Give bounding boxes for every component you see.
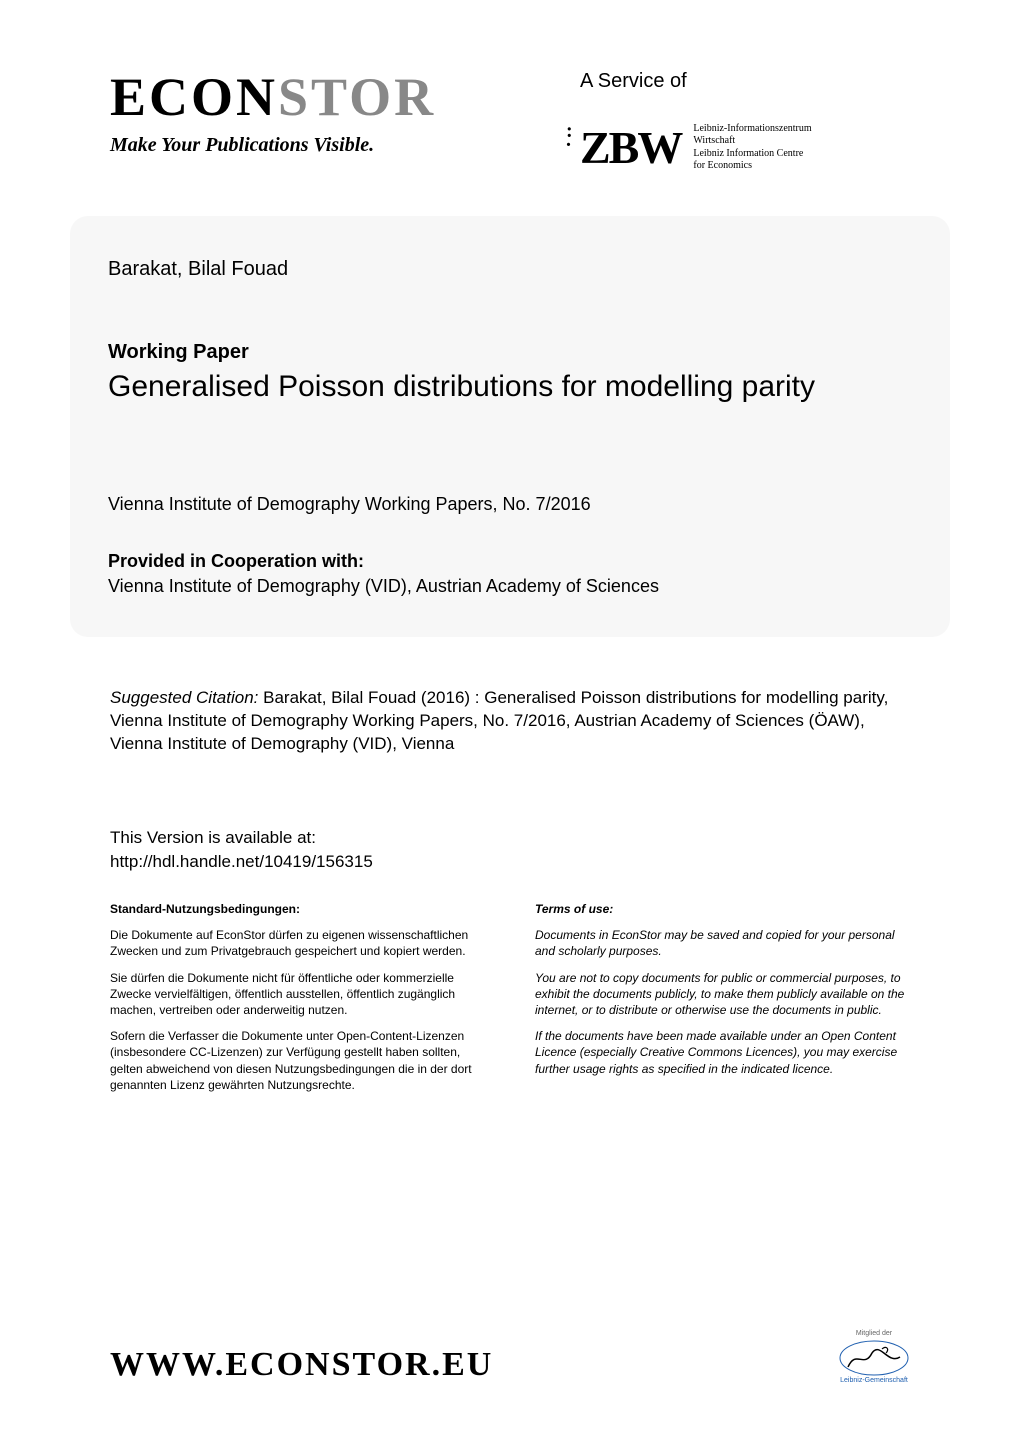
terms-en-p1: Documents in EconStor may be saved and c…: [535, 927, 910, 959]
terms-en-p2: You are not to copy documents for public…: [535, 970, 910, 1019]
terms-de-p1: Die Dokumente auf EconStor dürfen zu eig…: [110, 927, 485, 959]
terms-en-heading: Terms of use:: [535, 901, 910, 917]
terms-en-p3: If the documents have been made availabl…: [535, 1028, 910, 1077]
zbw-logo: :. ZBW: [580, 121, 681, 174]
cooperation-org: Vienna Institute of Demography (VID), Au…: [108, 576, 912, 597]
footer-url[interactable]: WWW.ECONSTOR.EU: [110, 1346, 493, 1384]
terms-en-col: Terms of use: Documents in EconStor may …: [535, 901, 910, 1103]
leibniz-badge: Mitglied der Leibniz-Gemeinschaft: [838, 1330, 910, 1384]
version-label: This Version is available at:: [110, 826, 910, 851]
zbw-mark-text: ZBW: [580, 122, 681, 173]
document-type: Working Paper: [108, 341, 912, 364]
terms-row: Standard-Nutzungsbedingungen: Die Dokume…: [110, 901, 910, 1103]
zbw-sub-3: Leibniz Information Centre: [693, 148, 811, 161]
terms-de-p2: Sie dürfen die Dokumente nicht für öffen…: [110, 970, 485, 1019]
terms-de-heading: Standard-Nutzungsbedingungen:: [110, 901, 485, 917]
author-name: Barakat, Bilal Fouad: [108, 258, 912, 281]
zbw-sub-1: Leibniz-Informationszentrum: [693, 123, 811, 136]
footer: WWW.ECONSTOR.EU Mitglied der Leibniz-Gem…: [0, 1330, 1020, 1384]
zbw-subtitle: Leibniz-Informationszentrum Wirtschaft L…: [693, 123, 811, 173]
zbw-dots-icon: :.: [566, 127, 572, 145]
leibniz-badge-top: Mitglied der: [856, 1330, 892, 1337]
suggested-citation: Suggested Citation: Barakat, Bilal Fouad…: [110, 687, 910, 756]
econstor-logo-block: ECONSTOR Make Your Publications Visible.: [110, 70, 436, 157]
version-url[interactable]: http://hdl.handle.net/10419/156315: [110, 850, 910, 875]
service-of-block: A Service of :. ZBW Leibniz-Informations…: [580, 70, 910, 174]
header: ECONSTOR Make Your Publications Visible.…: [0, 0, 1020, 174]
logo-part-econ: ECON: [110, 67, 278, 127]
terms-de-p3: Sofern die Verfasser die Dokumente unter…: [110, 1028, 485, 1093]
version-block: This Version is available at: http://hdl…: [110, 826, 910, 875]
zbw-sub-2: Wirtschaft: [693, 135, 811, 148]
zbw-logo-row: :. ZBW Leibniz-Informationszentrum Wirts…: [580, 121, 812, 174]
service-of-label: A Service of: [580, 70, 687, 93]
terms-de-col: Standard-Nutzungsbedingungen: Die Dokume…: [110, 901, 485, 1103]
econstor-logo: ECONSTOR: [110, 70, 436, 124]
zbw-sub-4: for Economics: [693, 160, 811, 173]
logo-part-stor: STOR: [278, 67, 436, 127]
leibniz-badge-bottom: Leibniz-Gemeinschaft: [840, 1377, 908, 1384]
citation-label: Suggested Citation:: [110, 688, 258, 707]
logo-tagline: Make Your Publications Visible.: [110, 134, 436, 157]
leibniz-signature-icon: [838, 1339, 910, 1377]
paper-title: Generalised Poisson distributions for mo…: [108, 370, 912, 404]
cooperation-label: Provided in Cooperation with:: [108, 551, 912, 572]
metadata-card: Barakat, Bilal Fouad Working Paper Gener…: [70, 216, 950, 637]
series-line: Vienna Institute of Demography Working P…: [108, 494, 912, 515]
